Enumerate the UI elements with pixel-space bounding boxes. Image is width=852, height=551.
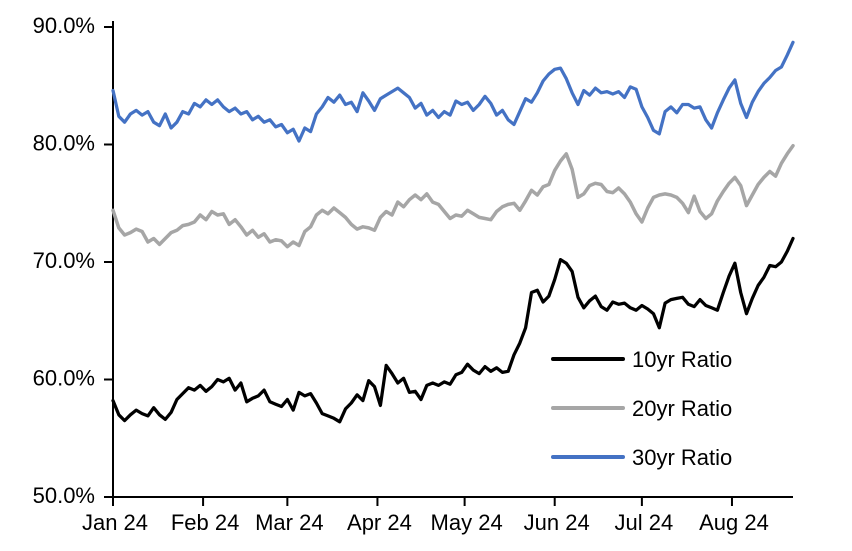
x-tick-label: May 24 [431,510,503,535]
x-tick-label: Apr 24 [347,510,412,535]
y-tick-label: 60.0% [33,365,95,390]
x-axis-labels: Jan 24 Feb 24 Mar 24 Apr 24 May 24 Jun 24 Jul … [82,510,769,535]
series-line-20yr-ratio [111,143,795,249]
legend-item: 30yr Ratio [551,445,732,470]
x-tick-label: Jun 24 [524,510,590,535]
legend-item: 10yr Ratio [551,347,732,372]
legend: 10yr Ratio 20yr Ratio 30yr Ratio [551,347,732,470]
legend-label: 10yr Ratio [632,347,732,372]
x-tick-label: Feb 24 [171,510,240,535]
y-axis-labels: 50.0% 60.0% 70.0% 80.0% 90.0% [33,13,95,508]
y-tick-label: 50.0% [33,483,95,508]
y-tick-label: 70.0% [33,248,95,273]
y-tick-label: 90.0% [33,13,95,38]
x-tick-label: Aug 24 [699,510,769,535]
y-tick-label: 80.0% [33,130,95,155]
data-series [111,40,795,424]
series-line-30yr-ratio [111,40,795,143]
x-tick-label: Mar 24 [255,510,323,535]
series-line-10yr-ratio [111,236,795,424]
legend-label: 30yr Ratio [632,445,732,470]
x-tick-label: Jan 24 [82,510,148,535]
axes [104,21,793,506]
axis-lines [104,21,793,506]
legend-label: 20yr Ratio [632,396,732,421]
legend-item: 20yr Ratio [551,396,732,421]
x-tick-label: Jul 24 [615,510,674,535]
